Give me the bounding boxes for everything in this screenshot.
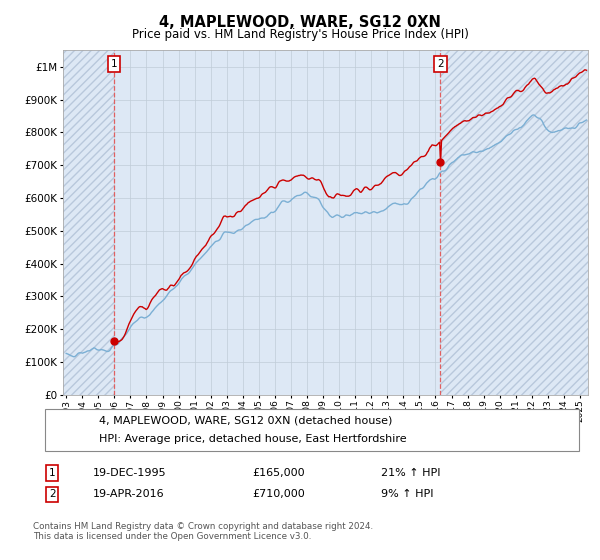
Text: HPI: Average price, detached house, East Hertfordshire: HPI: Average price, detached house, East… [99, 434, 407, 444]
Bar [63, 50, 114, 395]
Text: 21% ↑ HPI: 21% ↑ HPI [381, 468, 440, 478]
Text: 2: 2 [49, 489, 56, 500]
Text: 2: 2 [437, 59, 443, 69]
Text: Contains HM Land Registry data © Crown copyright and database right 2024.
This d: Contains HM Land Registry data © Crown c… [33, 522, 373, 542]
Text: 9% ↑ HPI: 9% ↑ HPI [381, 489, 433, 500]
Bar [440, 50, 588, 395]
Text: £165,000: £165,000 [252, 468, 305, 478]
Text: Price paid vs. HM Land Registry's House Price Index (HPI): Price paid vs. HM Land Registry's House … [131, 28, 469, 41]
Text: 1: 1 [49, 468, 56, 478]
Text: 4, MAPLEWOOD, WARE, SG12 0XN (detached house): 4, MAPLEWOOD, WARE, SG12 0XN (detached h… [99, 416, 392, 426]
Text: 4, MAPLEWOOD, WARE, SG12 0XN: 4, MAPLEWOOD, WARE, SG12 0XN [159, 15, 441, 30]
Text: 19-APR-2016: 19-APR-2016 [93, 489, 164, 500]
Text: 19-DEC-1995: 19-DEC-1995 [93, 468, 167, 478]
Text: £710,000: £710,000 [252, 489, 305, 500]
Text: 1: 1 [110, 59, 117, 69]
